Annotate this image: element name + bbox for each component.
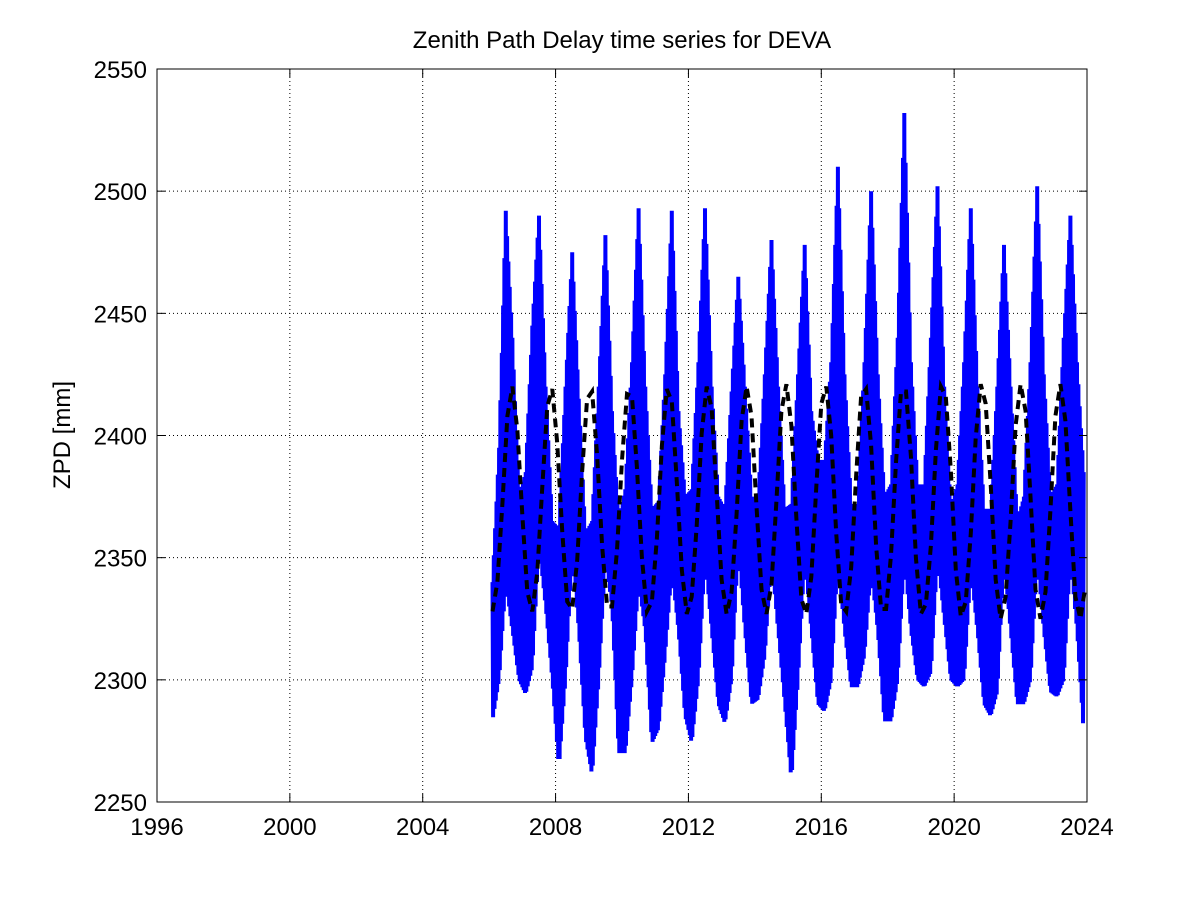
y-tick-label: 2350 [94,546,147,573]
x-tick-label: 2008 [529,814,582,841]
model-zpd-series [490,379,1087,621]
y-tick-label: 2250 [94,790,147,817]
y-tick-label: 2550 [94,57,147,84]
y-tick-label: 2300 [94,668,147,695]
y-tick-label: 2450 [94,301,147,328]
y-tick-label: 2500 [94,179,147,206]
x-tick-label: 2004 [396,814,449,841]
tick-layer: 1996 2000 2004 2008 2012 2016 2020 2024 2250 2300… [94,57,1114,841]
x-tick-label: 2016 [795,814,848,841]
y-tick-label: 2400 [94,424,147,451]
chart-title: Zenith Path Delay time series for DEVA [413,27,831,54]
x-tick-label: 2000 [263,814,316,841]
x-tick-label: 1996 [130,814,183,841]
series-layer [490,112,1087,773]
x-tick-label: 2024 [1060,814,1113,841]
y-axis-label: ZPD [mm] [49,381,76,489]
x-tick-label: 2020 [927,814,980,841]
x-tick-label: 2012 [662,814,715,841]
observed-zpd-series [490,112,1086,773]
